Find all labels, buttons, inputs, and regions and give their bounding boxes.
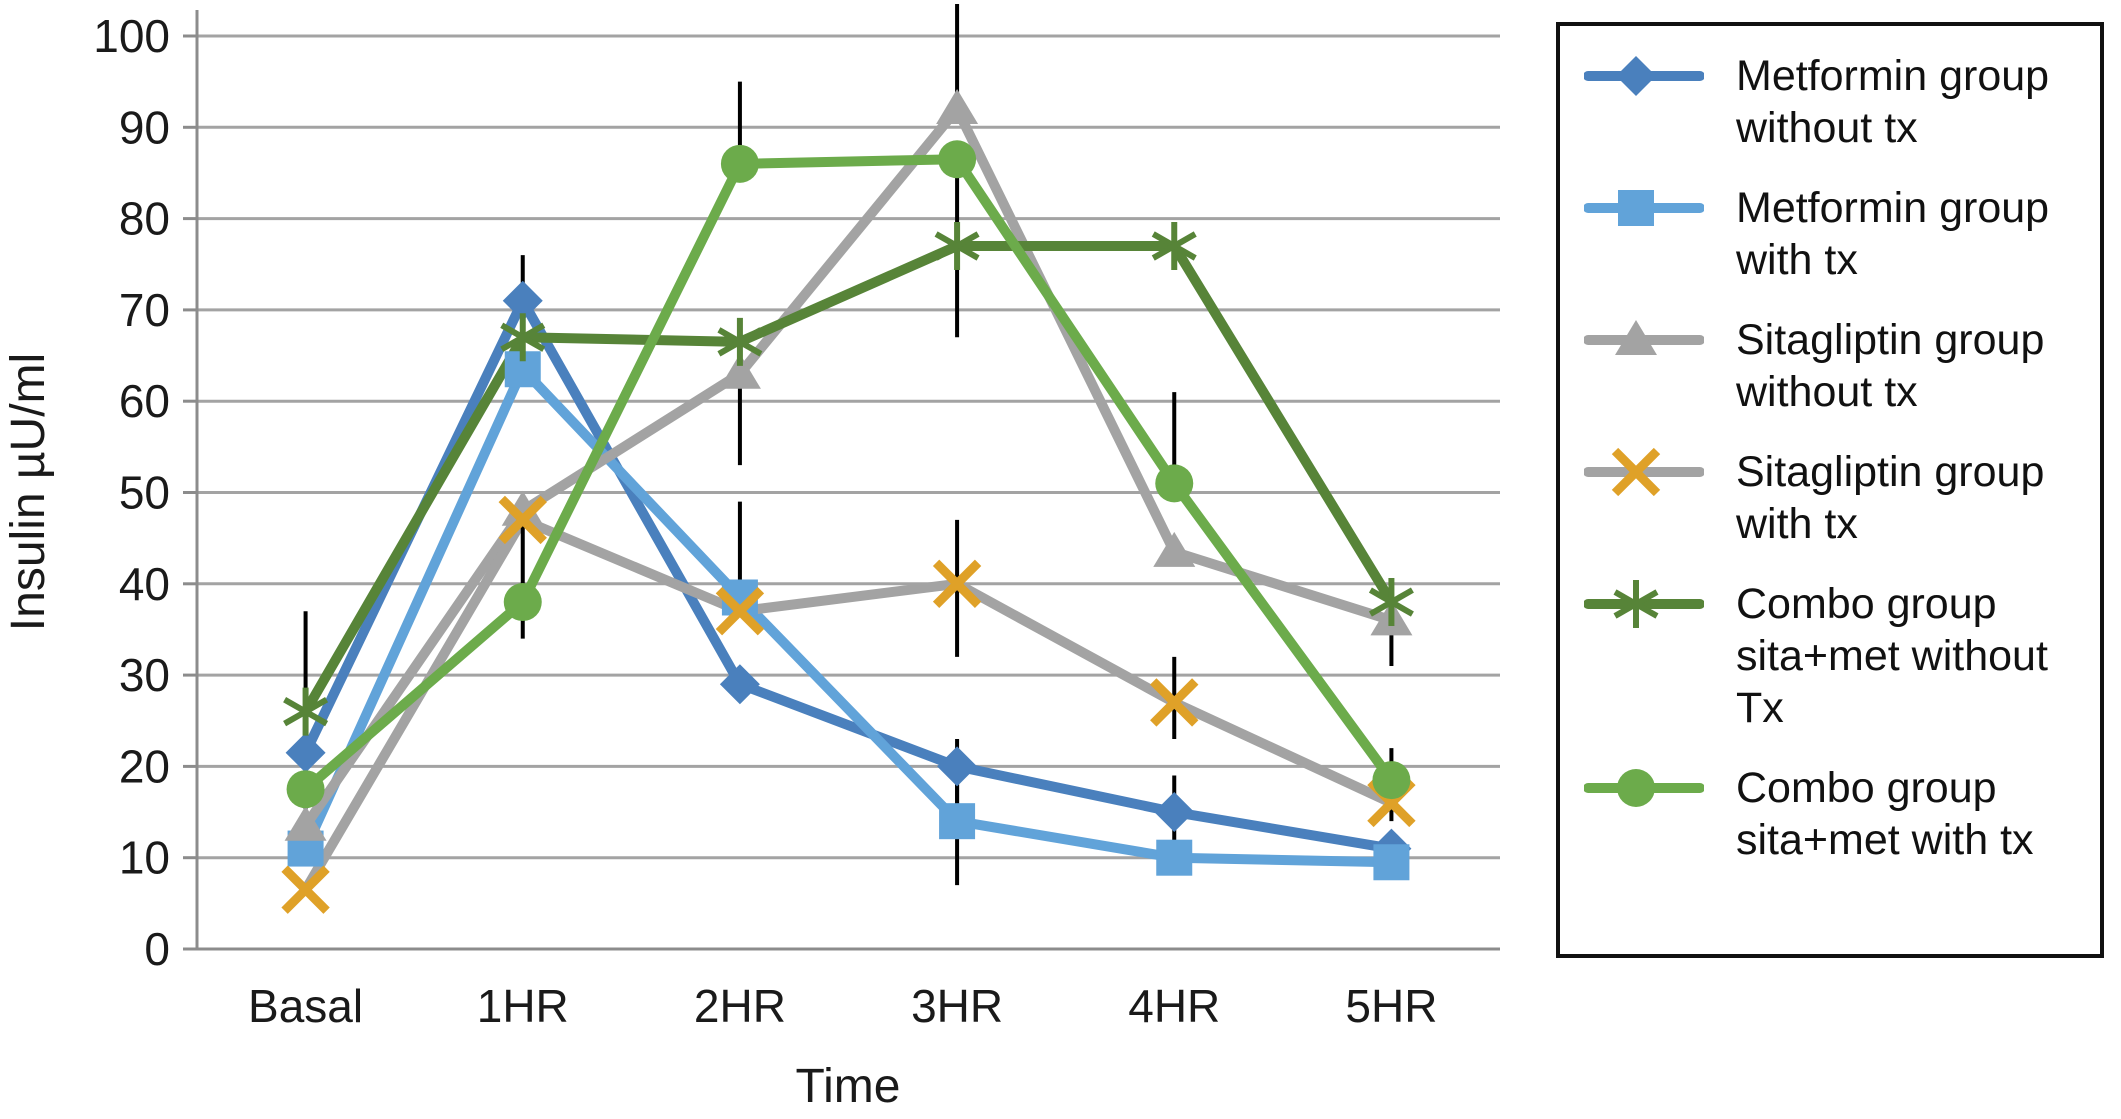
legend-item-label: Metformin group with tx: [1736, 184, 2050, 284]
x-axis-title: Time: [796, 1060, 901, 1113]
triangle-marker-icon: [936, 89, 979, 125]
triangle-marker-icon: [284, 805, 327, 841]
x-tick-label: 3HR: [911, 980, 1003, 1032]
y-tick-label: 50: [119, 467, 170, 519]
x-tick-label: 1HR: [477, 980, 569, 1032]
circle-marker-icon: [503, 583, 542, 622]
x-tick-label: 2HR: [694, 980, 786, 1032]
series-line: [300, 364, 1397, 868]
x-tick-label: 4HR: [1128, 980, 1220, 1032]
legend-item: Metformin group with tx: [1584, 182, 2090, 286]
tick-labels: 0 10 20 30 40 50 60 70 80 90 100 Basal 1HR 2HR 3HR 4HR 5…: [93, 10, 1437, 1032]
y-tick-label: 70: [119, 284, 170, 336]
asterisk-marker-icon: [717, 317, 763, 366]
series-line: [300, 154, 1397, 795]
y-tick-label: 60: [119, 375, 170, 427]
legend-item-label: Sitagliptin group with tx: [1736, 448, 2045, 548]
x-marker-icon: [498, 495, 547, 545]
y-tick-label: 0: [144, 923, 170, 975]
asterisk-marker-icon: [1151, 221, 1197, 270]
error-bars: [303, 4, 1394, 886]
square-marker-icon: [1156, 839, 1193, 876]
y-tick-label: 40: [119, 558, 170, 610]
circle-marker-icon: [938, 140, 977, 179]
square-marker-icon: [1618, 190, 1654, 226]
legend-item: Sitagliptin group without tx: [1584, 314, 2090, 418]
square-marker-icon: [939, 803, 976, 840]
triangle-marker-icon: [1153, 531, 1196, 567]
y-tick-label: 100: [93, 10, 170, 62]
triangle-marker-icon: [501, 490, 544, 526]
circle-marker-icon: [286, 770, 325, 809]
circle-marker-icon: [1155, 464, 1194, 503]
circle-marker-icon: [720, 144, 759, 183]
asterisk-marker-icon: [1613, 580, 1659, 628]
asterisk-marker-icon: [934, 221, 980, 270]
legend-item-label: Metformin group without tx: [1736, 52, 2050, 152]
legend-item: Combo group sita+met with tx: [1584, 762, 2090, 866]
axes: [195, 10, 1500, 951]
legend-item-label: Combo group sita+met without Tx: [1736, 580, 2048, 732]
legend-item: Sitagliptin group with tx: [1584, 446, 2090, 550]
asterisk-marker-icon: [283, 687, 329, 736]
series-line: [300, 240, 1397, 717]
series-line: [300, 514, 1397, 895]
series-markers: [281, 89, 1416, 914]
legend-item-label: Sitagliptin group without tx: [1736, 316, 2045, 416]
legend-item-label: Combo group sita+met with tx: [1736, 764, 2034, 864]
diamond-marker-icon: [1154, 792, 1195, 833]
y-tick-label: 20: [119, 740, 170, 792]
legend-item: Metformin group without tx: [1584, 50, 2090, 154]
x-tick-label: Basal: [248, 980, 363, 1032]
x-marker-icon: [932, 559, 982, 608]
legend-marker-triangle-icon: [1584, 320, 1704, 355]
y-tick-label: 90: [119, 101, 170, 153]
diamond-marker-icon: [502, 280, 543, 321]
chart-legend: Metformin group without tx Metformin grou…: [1556, 22, 2104, 958]
x-marker-icon: [1150, 678, 1199, 727]
circle-marker-icon: [1617, 769, 1655, 807]
y-tick-label: 10: [119, 832, 170, 884]
gridlines: [183, 34, 1500, 951]
x-tick-label: 5HR: [1345, 980, 1437, 1032]
diamond-marker-icon: [937, 746, 978, 787]
asterisk-marker-icon: [1368, 578, 1414, 627]
triangle-marker-icon: [718, 353, 761, 389]
legend-item: Combo group sita+met without Tx: [1584, 578, 2090, 734]
y-tick-label: 30: [119, 649, 170, 701]
diamond-marker-icon: [285, 732, 326, 773]
diamond-marker-icon: [719, 664, 760, 705]
square-marker-icon: [1373, 844, 1410, 881]
legend-marker-circle-icon: [1584, 769, 1704, 807]
legend-marker-asterisk-icon: [1584, 580, 1704, 628]
legend-marker-square-icon: [1584, 190, 1704, 226]
series-line: [300, 295, 1397, 854]
x-marker-icon: [281, 865, 330, 914]
x-marker-icon: [715, 587, 765, 636]
x-marker-icon: [1611, 447, 1661, 497]
series-line: [300, 104, 1397, 831]
triangle-marker-icon: [1615, 320, 1657, 355]
y-axis-title: Insulin µU/ml: [2, 353, 55, 631]
legend-marker-x-icon: [1584, 447, 1704, 497]
asterisk-marker-icon: [500, 313, 546, 362]
y-tick-label: 80: [119, 193, 170, 245]
legend-marker-diamond-icon: [1584, 56, 1704, 96]
series-lines: [300, 104, 1397, 895]
diamond-marker-icon: [1616, 56, 1656, 96]
circle-marker-icon: [1372, 761, 1411, 800]
